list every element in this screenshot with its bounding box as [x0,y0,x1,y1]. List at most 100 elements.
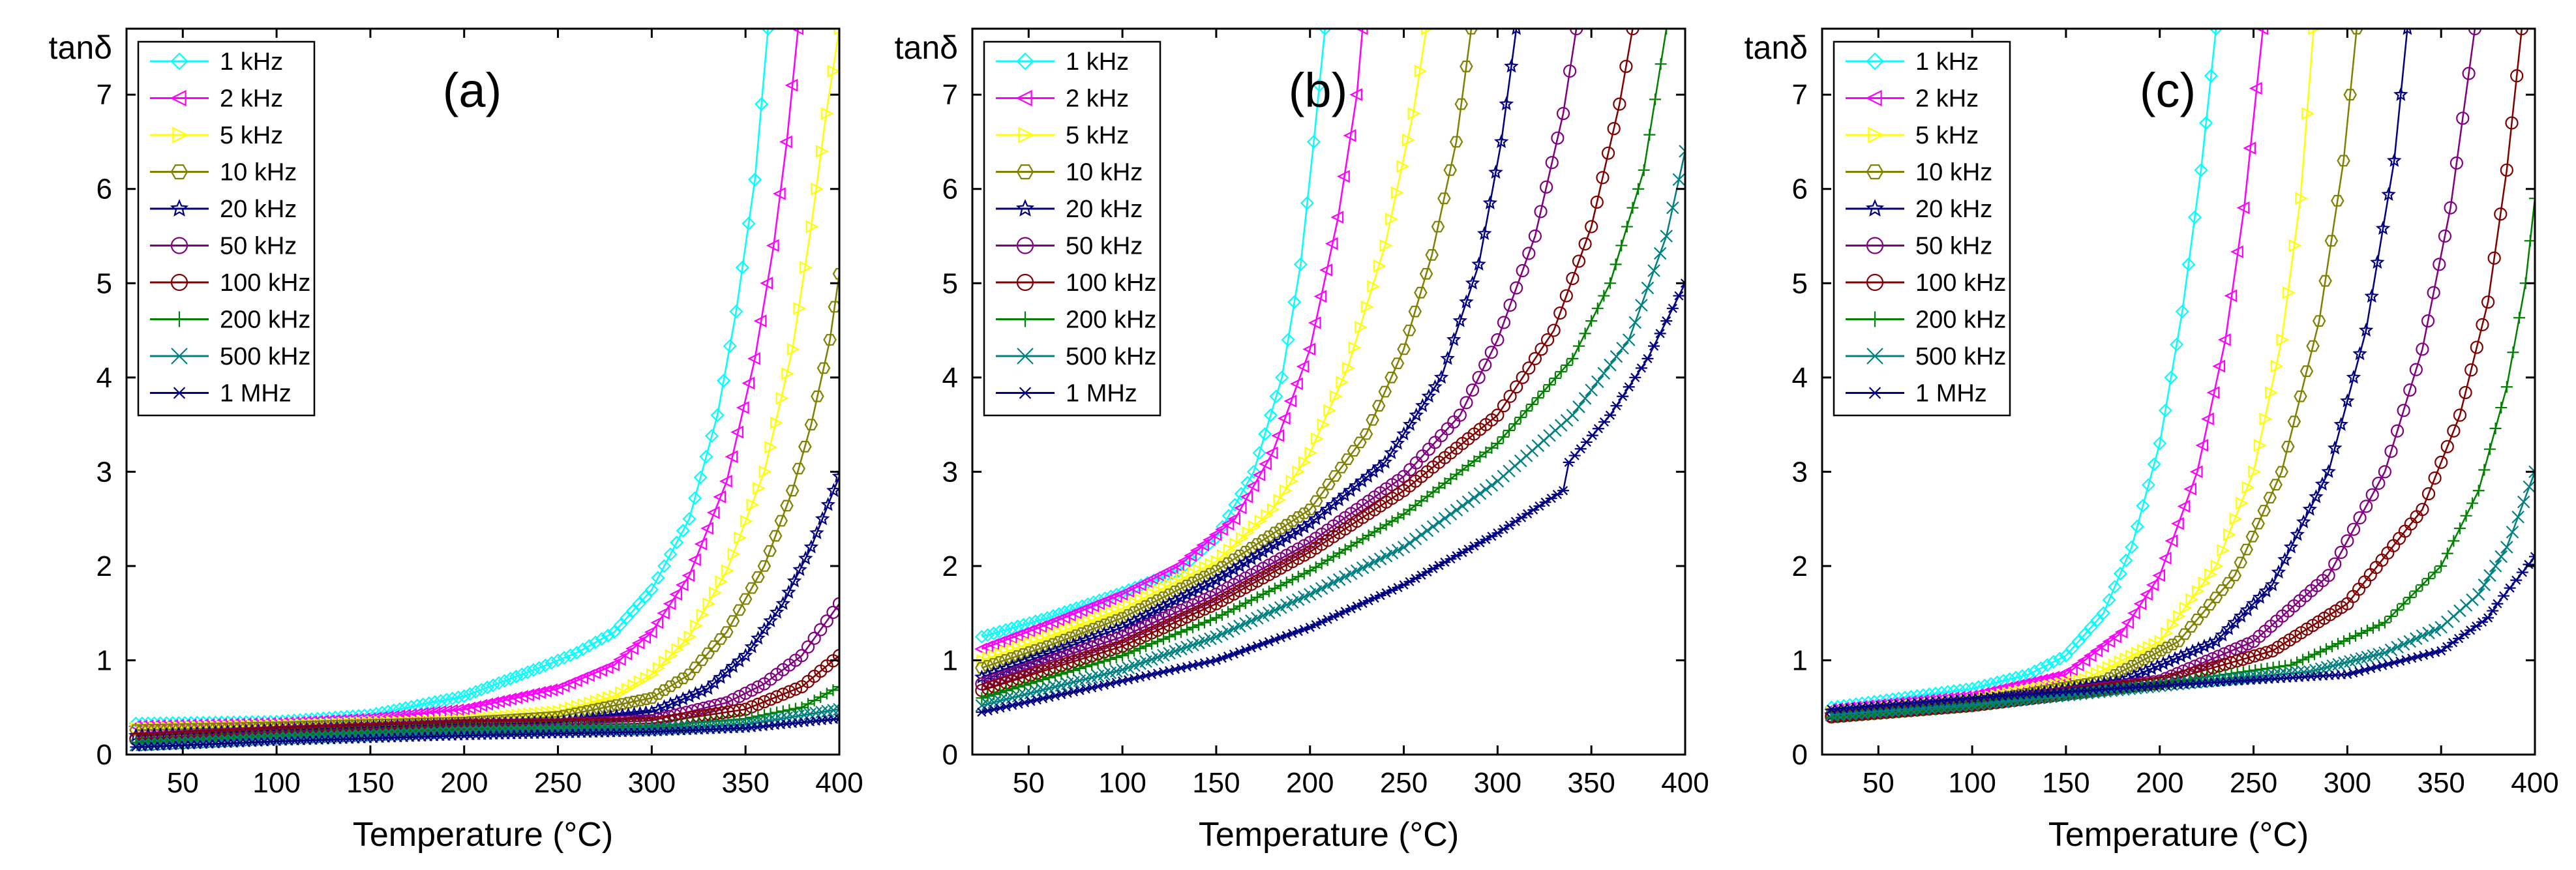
data-point [1175,626,1187,638]
x-tick-label: 350 [2417,767,2464,799]
data-point [2510,69,2524,83]
legend-entry: 20 kHz [1846,196,1992,223]
data-point [375,706,389,720]
data-point [783,685,796,698]
legend-label: 10 kHz [1066,159,1143,187]
data-point [993,624,1007,638]
data-point [2133,597,2147,610]
data-point [2199,115,2213,130]
data-point [2494,207,2508,221]
data-point [2183,482,2196,496]
data-point [2189,465,2203,479]
data-point [2478,578,2491,592]
data-point [2423,573,2435,585]
data-point [798,550,813,565]
x-tick-label: 300 [2324,767,2371,799]
data-point [1414,286,1428,299]
data-point [2144,661,2159,675]
data-point [509,669,523,683]
data-point [439,704,453,718]
data-point [1626,29,1640,36]
y-tick-label: 1 [1792,644,1808,676]
legend-marker [172,387,187,399]
data-point [2249,664,2262,676]
data-point [2523,560,2535,569]
data-point [761,29,775,36]
legend-entry: 1 kHz [150,48,283,76]
data-point [1263,408,1278,423]
legend-box [983,40,1161,417]
data-point [2309,648,2321,661]
data-point [1415,528,1428,541]
legend-label: 100 kHz [220,269,310,297]
data-point [786,573,802,588]
data-point [1568,451,1581,460]
data-point [1672,173,1685,187]
data-point [515,667,529,682]
data-point [2166,638,2179,651]
data-point [2237,666,2249,678]
data-point [1440,351,1455,365]
data-point [1029,650,1045,665]
data-point [619,647,633,661]
data-point [1246,479,1259,492]
data-point [2459,385,2472,400]
data-point [2500,163,2513,177]
legend-marker [1865,199,1885,217]
data-point [1239,597,1251,609]
data-point [1246,464,1261,479]
data-point [2416,629,2429,642]
data-point [798,440,812,453]
data-point [1566,408,1580,422]
data-point [2241,651,2256,665]
legend-marker [1016,237,1034,254]
data-point [675,578,689,592]
legend-entry: 50 kHz [1846,233,1992,260]
data-point [1165,562,1178,576]
data-point [708,586,722,599]
x-tick-label: 200 [2136,767,2183,799]
data-point [1561,359,1573,371]
data-point [998,623,1013,637]
data-point [799,261,813,275]
data-point [1493,134,1509,149]
data-point [751,680,765,694]
data-point [1215,561,1229,573]
data-point [1318,29,1332,36]
data-point [1173,590,1189,605]
data-point [1527,505,1540,515]
data-point [2476,617,2489,627]
data-point [1396,426,1411,441]
data-point [2131,657,2145,669]
data-point [526,663,541,677]
data-point [1296,360,1310,373]
legend-marker [1866,348,1883,365]
data-point [1203,575,1218,590]
data-point [1454,98,1469,110]
data-point [2121,616,2134,629]
data-point [2114,625,2128,638]
data-point [2089,644,2103,657]
legend-marker [1866,273,1884,292]
data-point [1055,668,1068,680]
data-point [781,584,796,599]
data-point [1171,560,1184,573]
data-point [2236,652,2250,667]
data-point [1293,257,1308,271]
data-point [1058,633,1071,646]
data-point [2320,643,2333,655]
data-point [2470,621,2483,631]
data-point [1292,465,1306,479]
data-point [621,682,635,696]
data-point [2472,485,2485,497]
legend-label: 50 kHz [220,233,297,260]
data-point [1019,679,1031,691]
x-tick-label: 50 [1863,767,1895,799]
legend-marker [1018,127,1035,143]
legend-entry: 2 kHz [996,85,1129,113]
data-point [434,694,448,708]
data-point [2282,286,2296,299]
data-point [633,675,647,689]
data-point [1313,290,1327,303]
data-point [2476,318,2489,331]
